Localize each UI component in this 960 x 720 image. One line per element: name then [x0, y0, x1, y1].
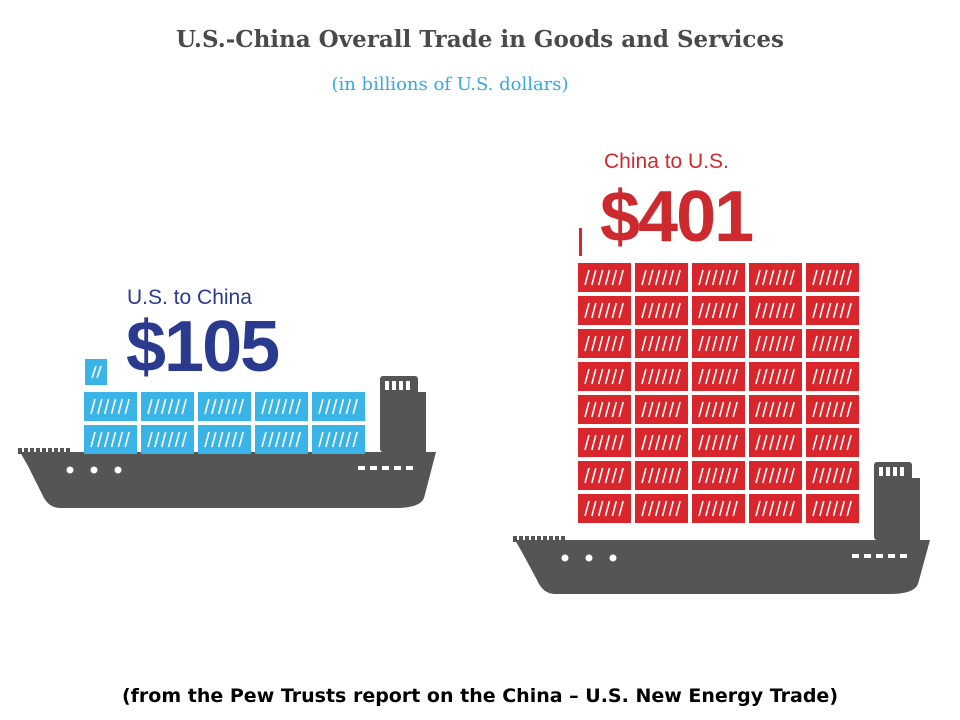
- container-china-to-us: [749, 296, 802, 325]
- container-china-to-us: [635, 296, 688, 325]
- container-china-to-us: [692, 395, 745, 424]
- container-china-to-us: [635, 461, 688, 490]
- ship-cn-porthole: [585, 554, 593, 562]
- container-china-to-us: [635, 494, 688, 523]
- container-us-to-china: [84, 425, 137, 454]
- ship-us-to-china: [18, 359, 436, 508]
- container-china-to-us: [749, 362, 802, 391]
- container-china-to-us: [749, 395, 802, 424]
- container-china-to-us: [806, 428, 859, 457]
- ship-cn-bridge-tower: [874, 462, 912, 540]
- container-china-to-us: [806, 263, 859, 292]
- container-us-to-china: [84, 392, 137, 421]
- container-us-to-china: [141, 425, 194, 454]
- container-us-to-china: [312, 425, 365, 454]
- container-us-to-china: [255, 425, 308, 454]
- ship-us-hull: [20, 452, 436, 508]
- chart-title: U.S.-China Overall Trade in Goods and Se…: [175, 26, 784, 53]
- ship-us-rail: [18, 448, 70, 454]
- container-china-to-us: [806, 362, 859, 391]
- container-us-to-china: [85, 359, 107, 385]
- container-china-to-us: [578, 362, 631, 391]
- container-china-to-us: [692, 461, 745, 490]
- chart-subtitle: (in billions of U.S. dollars): [331, 74, 569, 95]
- container-china-to-us: [806, 494, 859, 523]
- container-china-to-us: [578, 263, 631, 292]
- container-china-to-us: [692, 263, 745, 292]
- series-label-us-to-china: U.S. to China: [127, 286, 252, 309]
- container-china-to-us: [635, 329, 688, 358]
- source-note: (from the Pew Trusts report on the China…: [121, 685, 839, 707]
- container-china-to-us: [749, 428, 802, 457]
- container-china-to-us: [578, 329, 631, 358]
- container-china-to-us: [806, 461, 859, 490]
- container-china-to-us-fragment: [579, 228, 582, 256]
- ship-us-porthole: [114, 466, 122, 474]
- ship-cn-rail: [513, 536, 565, 542]
- container-china-to-us: [749, 494, 802, 523]
- container-china-to-us: [635, 395, 688, 424]
- container-china-to-us: [635, 362, 688, 391]
- container-us-to-china: [255, 392, 308, 421]
- ship-us-bridge-tower: [380, 376, 418, 452]
- ship-cn-porthole: [561, 554, 569, 562]
- ship-cn-hull: [515, 540, 930, 594]
- ship-us-porthole: [90, 466, 98, 474]
- ship-us-porthole: [66, 466, 74, 474]
- container-china-to-us: [578, 494, 631, 523]
- container-us-to-china: [312, 392, 365, 421]
- container-china-to-us: [578, 296, 631, 325]
- container-china-to-us: [578, 461, 631, 490]
- data-label-us-to-china: $105: [126, 307, 280, 387]
- ship-china-to-us: [513, 228, 930, 594]
- container-china-to-us: [578, 428, 631, 457]
- ship-cn-porthole: [609, 554, 617, 562]
- container-china-to-us: [806, 296, 859, 325]
- container-us-to-china: [198, 425, 251, 454]
- container-china-to-us: [692, 296, 745, 325]
- data-label-china-to-us: $401: [600, 177, 754, 257]
- container-us-to-china: [198, 392, 251, 421]
- container-china-to-us: [749, 461, 802, 490]
- series-label-china-to-us: China to U.S.: [604, 150, 729, 173]
- container-china-to-us: [806, 395, 859, 424]
- container-china-to-us: [806, 329, 859, 358]
- container-china-to-us: [692, 362, 745, 391]
- container-china-to-us: [692, 494, 745, 523]
- container-china-to-us: [749, 263, 802, 292]
- container-china-to-us: [749, 329, 802, 358]
- container-us-to-china: [141, 392, 194, 421]
- container-china-to-us: [692, 329, 745, 358]
- container-china-to-us: [635, 263, 688, 292]
- container-china-to-us: [635, 428, 688, 457]
- container-china-to-us: [578, 395, 631, 424]
- container-china-to-us: [692, 428, 745, 457]
